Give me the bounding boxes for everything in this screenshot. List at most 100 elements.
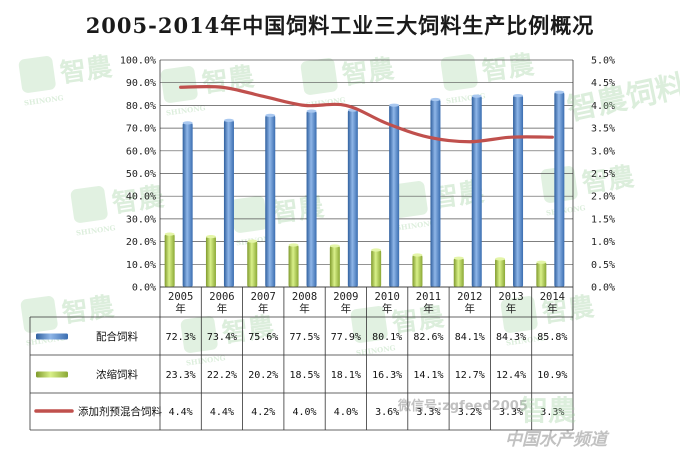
left-axis-tick-label: 90.0% bbox=[126, 78, 156, 89]
bar-nongsuo-cap bbox=[164, 232, 175, 236]
right-axis-tick-label: 1.0% bbox=[591, 237, 615, 248]
data-label: 12.4% bbox=[496, 370, 526, 381]
watermark-logo-text: SHINONG bbox=[545, 203, 586, 217]
x-category-label: 2012 年 bbox=[457, 291, 482, 315]
data-label: 85.8% bbox=[537, 332, 567, 343]
watermark-brand: 智農 bbox=[220, 312, 276, 349]
bar-peihe-1 bbox=[182, 122, 193, 287]
bar-peihe-7 bbox=[430, 99, 441, 287]
bar-nongsuo-cap bbox=[247, 239, 258, 243]
x-category-label: 2005 年 bbox=[168, 291, 193, 315]
x-category-label: 2014 年 bbox=[540, 291, 565, 315]
watermark-logo-icon bbox=[20, 296, 58, 333]
data-label: 73.4% bbox=[207, 332, 237, 343]
data-label: 10.9% bbox=[537, 370, 567, 381]
left-axis-tick-label: 10.0% bbox=[126, 260, 156, 271]
left-axis-tick-label: 70.0% bbox=[126, 124, 156, 135]
left-axis-tick-label: 100.0% bbox=[120, 56, 156, 67]
data-label: 18.5% bbox=[289, 370, 319, 381]
bar-nongsuo-cap bbox=[495, 257, 506, 261]
watermark-logo-text: SHINONG bbox=[305, 95, 346, 109]
data-label: 14.1% bbox=[413, 370, 443, 381]
data-label: 3.3% bbox=[499, 407, 523, 418]
watermark-logo-icon bbox=[18, 56, 56, 93]
bar-peihe-2 bbox=[223, 120, 234, 288]
bar-nongsuo-9 bbox=[495, 258, 506, 287]
x-category-label: 2008 年 bbox=[292, 291, 317, 315]
watermark-logo-icon bbox=[180, 316, 218, 353]
right-axis-tick-label: 2.0% bbox=[591, 192, 615, 203]
bar-peihe-5 bbox=[347, 110, 358, 288]
legend-label: 添加剂预混合饲料 bbox=[78, 405, 162, 418]
bar-peihe-8 bbox=[471, 96, 482, 287]
bar-peihe-cap bbox=[306, 109, 317, 113]
legend-label: 配合饲料 bbox=[96, 330, 138, 343]
data-label: 3.2% bbox=[458, 407, 482, 418]
x-category-label: 2010 年 bbox=[375, 291, 400, 315]
bar-nongsuo-cap bbox=[371, 248, 382, 252]
data-label: 77.9% bbox=[331, 332, 361, 343]
bar-nongsuo-8 bbox=[453, 258, 464, 287]
data-label: 12.7% bbox=[455, 370, 485, 381]
watermark-logo-icon bbox=[500, 296, 538, 333]
data-label: 16.3% bbox=[372, 370, 402, 381]
x-category-label: 2007 年 bbox=[251, 291, 276, 315]
data-label: 3.6% bbox=[375, 407, 399, 418]
bar-nongsuo-7 bbox=[412, 254, 423, 287]
watermark-logo-icon bbox=[440, 54, 478, 91]
watermark-brand: 智農 bbox=[390, 302, 446, 339]
data-label: 4.4% bbox=[169, 407, 193, 418]
watermark-brand: 智農 bbox=[540, 292, 596, 329]
watermark-logo-text: SHINONG bbox=[75, 223, 116, 237]
bar-nongsuo-cap bbox=[205, 235, 216, 239]
x-category-label: 2006 年 bbox=[209, 291, 234, 315]
watermark-brand: 智農 bbox=[270, 192, 326, 229]
watermark-logo-icon bbox=[230, 196, 268, 233]
bar-nongsuo-cap bbox=[288, 243, 299, 247]
bar-peihe-10 bbox=[554, 92, 565, 287]
line-tianjiaji bbox=[179, 84, 554, 144]
x-category-label: 2009 年 bbox=[333, 291, 358, 315]
data-label: 4.4% bbox=[210, 407, 234, 418]
left-axis-tick-label: 50.0% bbox=[126, 169, 156, 180]
data-label: 4.2% bbox=[251, 407, 275, 418]
bar-peihe-cap bbox=[182, 121, 193, 125]
bar-nongsuo-cap bbox=[453, 256, 464, 260]
right-axis-tick-label: 1.5% bbox=[591, 214, 615, 225]
watermark-brand: 智農 bbox=[60, 292, 116, 329]
data-label: 3.3% bbox=[540, 407, 564, 418]
left-axis-tick-label: 20.0% bbox=[126, 237, 156, 248]
watermark-logo-text: SHINONG bbox=[395, 218, 436, 232]
bar-nongsuo-cap bbox=[536, 260, 547, 264]
watermark-brand: 智農 bbox=[580, 162, 636, 199]
x-category-label: 2011 年 bbox=[416, 291, 441, 315]
watermark-logo-icon bbox=[70, 186, 108, 223]
watermark-logo-icon bbox=[350, 306, 388, 343]
data-label: 75.6% bbox=[248, 332, 278, 343]
bar-peihe-cap bbox=[223, 118, 234, 122]
watermark-logo-icon bbox=[390, 181, 428, 218]
legend-swatch-2 bbox=[36, 371, 68, 378]
bar-peihe-cap bbox=[471, 94, 482, 98]
bar-nongsuo-10 bbox=[536, 262, 547, 287]
bar-nongsuo-cap bbox=[329, 244, 340, 248]
data-label: 4.0% bbox=[334, 407, 358, 418]
data-label: 18.1% bbox=[331, 370, 361, 381]
bar-nongsuo-cap bbox=[412, 253, 423, 257]
watermark-brand: 智農 bbox=[520, 394, 576, 427]
legend-label: 浓缩饲料 bbox=[96, 368, 138, 381]
data-label: 3.3% bbox=[416, 407, 440, 418]
watermark-brand: 智農 bbox=[58, 52, 114, 89]
bar-peihe-cap bbox=[513, 94, 524, 98]
left-axis-tick-label: 60.0% bbox=[126, 146, 156, 157]
bar-peihe-9 bbox=[513, 95, 524, 287]
data-label: 22.2% bbox=[207, 370, 237, 381]
